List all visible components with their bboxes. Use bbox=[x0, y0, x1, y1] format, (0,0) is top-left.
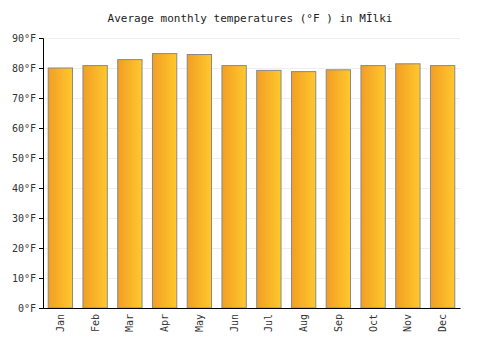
bar bbox=[83, 66, 107, 308]
bar bbox=[361, 66, 385, 308]
y-tick-mark bbox=[39, 278, 43, 279]
x-tick: Jan bbox=[55, 308, 66, 332]
x-tick-label: Sep bbox=[333, 314, 344, 332]
y-tick: 20°F bbox=[12, 243, 43, 254]
x-tick: Sep bbox=[333, 308, 344, 332]
bar bbox=[118, 60, 142, 308]
y-tick-label: 20°F bbox=[12, 243, 36, 254]
y-tick-label: 0°F bbox=[18, 303, 36, 314]
y-tick: 40°F bbox=[12, 183, 43, 194]
x-tick: Jul bbox=[263, 308, 274, 332]
y-tick-label: 40°F bbox=[12, 183, 36, 194]
grid bbox=[43, 38, 460, 308]
x-tick-label: Feb bbox=[90, 314, 101, 332]
x-tick: Oct bbox=[368, 308, 379, 332]
y-axis: 0°F 10°F 20°F 30°F 40°F 50°F 60°F 70°F 80°F 90°F bbox=[12, 33, 44, 314]
bar bbox=[187, 55, 211, 309]
y-tick-mark bbox=[39, 98, 43, 99]
x-tick-label: May bbox=[194, 314, 205, 332]
y-tick: 80°F bbox=[12, 63, 43, 74]
x-tick-label: Apr bbox=[159, 314, 170, 332]
y-tick-label: 60°F bbox=[12, 123, 36, 134]
bar bbox=[326, 70, 350, 308]
y-tick-mark bbox=[39, 38, 43, 39]
y-tick-mark bbox=[39, 308, 43, 309]
y-tick-mark bbox=[39, 158, 43, 159]
bar bbox=[257, 70, 281, 308]
x-tick: Apr bbox=[159, 308, 170, 332]
x-tick-label: Jul bbox=[263, 314, 274, 332]
y-tick-label: 30°F bbox=[12, 213, 36, 224]
bar bbox=[48, 68, 72, 308]
x-tick: Jun bbox=[229, 308, 240, 332]
y-axis-line bbox=[39, 39, 44, 309]
x-tick-label: Dec bbox=[437, 314, 448, 332]
y-tick: 90°F bbox=[12, 33, 43, 44]
x-tick: Feb bbox=[90, 308, 101, 332]
chart: 0°F 10°F 20°F 30°F 40°F 50°F 60°F 70°F 80°F 90°F J… bbox=[0, 0, 500, 350]
y-tick-label: 90°F bbox=[12, 33, 36, 44]
x-axis: Jan Feb Mar Apr May Jun Jul Aug Sep Oct Nov Dec bbox=[44, 308, 461, 332]
y-tick-mark bbox=[39, 68, 43, 69]
x-tick-label: Mar bbox=[124, 314, 135, 332]
y-tick-mark bbox=[39, 128, 43, 129]
y-tick-mark bbox=[39, 218, 43, 219]
y-tick: 50°F bbox=[12, 153, 43, 164]
plot: 0°F 10°F 20°F 30°F 40°F 50°F 60°F 70°F 80°F 90°F J… bbox=[12, 33, 461, 332]
y-tick-label: 50°F bbox=[12, 153, 36, 164]
bar bbox=[222, 66, 246, 308]
y-tick: 70°F bbox=[12, 93, 43, 104]
x-tick: May bbox=[194, 308, 205, 332]
bar bbox=[152, 54, 176, 308]
x-tick-label: Jan bbox=[55, 314, 66, 332]
y-tick: 0°F bbox=[18, 303, 43, 314]
y-tick-label: 70°F bbox=[12, 93, 36, 104]
y-tick-mark bbox=[39, 188, 43, 189]
x-tick: Dec bbox=[437, 308, 448, 332]
bar bbox=[430, 66, 454, 308]
bar bbox=[396, 64, 420, 308]
x-axis-line bbox=[44, 308, 461, 309]
x-tick: Mar bbox=[124, 308, 135, 332]
x-tick-label: Oct bbox=[368, 314, 379, 332]
y-tick: 60°F bbox=[12, 123, 43, 134]
grid-line bbox=[43, 38, 460, 39]
y-tick: 10°F bbox=[12, 273, 43, 284]
y-tick-label: 80°F bbox=[12, 63, 36, 74]
y-tick-label: 10°F bbox=[12, 273, 36, 284]
x-tick-label: Jun bbox=[229, 314, 240, 332]
bars bbox=[48, 54, 455, 308]
x-tick-label: Aug bbox=[298, 314, 309, 332]
title: Average monthly temperatures (°F ) in MĨ… bbox=[108, 12, 393, 25]
x-tick: Aug bbox=[298, 308, 309, 332]
x-tick: Nov bbox=[402, 308, 413, 332]
x-tick-label: Nov bbox=[402, 314, 413, 332]
y-tick: 30°F bbox=[12, 213, 43, 224]
bar bbox=[291, 72, 315, 308]
y-tick-mark bbox=[39, 248, 43, 249]
